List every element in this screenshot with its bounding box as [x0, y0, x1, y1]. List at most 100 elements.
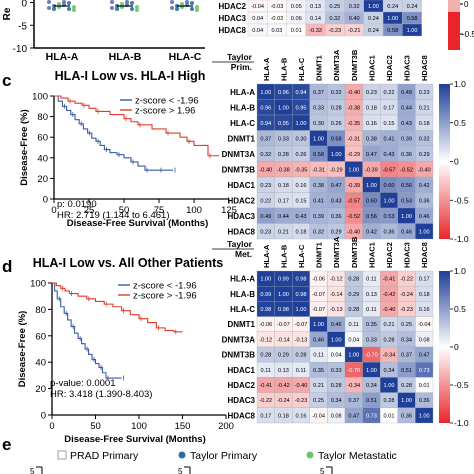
heatmap-cell-value: 0.24: [387, 4, 398, 10]
heatmap-cell-value: -0.12: [330, 277, 343, 283]
heatmap-row-label: HDAC8: [227, 411, 255, 420]
heatmap-cell-value: -0.14: [277, 337, 290, 343]
heatmap-cell-value: 0.34: [401, 337, 412, 343]
heatmap-cell-value: 0.21: [313, 383, 324, 389]
legend-marker: [306, 451, 314, 459]
heatmap-cell-value: -0.70: [347, 368, 360, 374]
colorbar-tick-label: -1.0: [454, 418, 469, 428]
colorbar-tick-label: 0.5: [454, 118, 466, 128]
heatmap-cell-value: -0.39: [347, 183, 360, 189]
panel-letter-e: e: [2, 435, 11, 454]
heatmap-cell-value: 0.24: [368, 16, 379, 22]
heatmap-cell-value: 0.44: [401, 105, 412, 111]
heatmap-cell-value: 0.11: [366, 277, 376, 283]
heatmap-cell-value: -0.23: [328, 28, 341, 34]
heatmap-cell-value: 0.37: [401, 353, 412, 359]
legend-marker: [178, 451, 186, 459]
heatmap-cell-value: 0.32: [260, 152, 271, 158]
data-point: [72, 5, 76, 9]
heatmap-cell-value: 0.56: [366, 214, 377, 220]
heatmap-cell-value: 0.51: [366, 398, 377, 404]
heatmap-cell-value: 0.47: [419, 353, 430, 359]
data-point: [175, 7, 179, 11]
heatmap-cell-value: 0.58: [387, 28, 398, 34]
heatmap-title: Taylor: [227, 239, 253, 249]
heatmap-row-label: HDAC8: [227, 227, 255, 236]
y-tick-label: -10: [13, 44, 28, 55]
data-point: [130, 7, 134, 11]
data-point: [62, 0, 66, 4]
survival-plot-d: 0 20 40 60 80 100 0 50 100 150 200 Disease-Free (%)…: [17, 279, 234, 446]
heatmap-cell-value: 0.98: [278, 307, 289, 313]
heatmap-cell-value: 0.04: [252, 28, 263, 34]
heatmap-cell-value: -0.38: [277, 167, 290, 173]
heatmap-cell-value: 0.16: [296, 183, 307, 189]
heatmap-cell-value: -0.03: [271, 4, 284, 10]
heatmap-row-label: HDAC3: [227, 212, 255, 221]
heatmap-cell-value: 0.36: [401, 152, 412, 158]
heatmap-cell-value: 0.26: [296, 152, 307, 158]
heatmap-cell-value: 0.28: [348, 277, 359, 283]
legend-label: z-score < -1.96: [135, 96, 199, 107]
data-point: [125, 0, 129, 4]
heatmap-cell-value: -0.40: [259, 167, 272, 173]
data-point: [135, 5, 139, 9]
heatmap-cell-value: 0.18: [419, 121, 430, 127]
x-tick-label: 0: [51, 205, 56, 216]
heatmap-cell-value: 0.28: [401, 383, 412, 389]
heatmap-cell-value: 0.41: [384, 136, 395, 142]
category-label: HLA-C: [169, 51, 202, 63]
colorbar-segment: [448, 0, 460, 50]
heatmap-cell-value: 0.30: [296, 136, 307, 142]
y-axis-label: Disease-Free (%): [19, 109, 30, 186]
heatmap-cell-value: 0.05: [291, 4, 302, 10]
heatmap-cell-value: 0.38: [366, 136, 377, 142]
heatmap-cell-value: 0.18: [278, 413, 289, 419]
heatmap-col-label: HDAC1: [367, 55, 376, 81]
heatmap-cell-value: 0.28: [260, 353, 271, 359]
heatmap-cell-value: 1.00: [313, 136, 324, 142]
heatmap-cell-value: 0.15: [296, 198, 307, 204]
heatmap-cell-value: 0.44: [278, 214, 289, 220]
heatmap-row-label: HDAC3: [227, 396, 255, 405]
heatmap-cell-value: 0.33: [278, 136, 289, 142]
heatmap-cell-value: -0.41: [259, 383, 272, 389]
heatmap-cell-value: 0.43: [296, 214, 307, 220]
heatmap-cell-value: 0.28: [348, 307, 359, 313]
heatmap-cell-value: 0.13: [278, 368, 289, 374]
heatmap-cell-value: 0.13: [310, 4, 321, 10]
legend-label: Taylor Metastatic: [318, 450, 397, 462]
heatmap-cell-value: -0.40: [295, 383, 308, 389]
heatmap-cell-value: 0.04: [252, 16, 263, 22]
partial-heatmap: HDAC2 -0.04 -0.03 0.05 0.13 0.25 0.32 1.00 0.24 0…: [218, 0, 474, 50]
panel-d-title: HLA-I Low vs. All Other Patients: [33, 256, 224, 270]
x-tick-label: 100: [131, 421, 147, 432]
heatmap-cell-value: -0.21: [348, 28, 361, 34]
heatmap-cell-value: 0.16: [296, 413, 307, 419]
heatmap-cell: [415, 223, 434, 240]
heatmap-cell-value: 0.23: [260, 229, 271, 235]
x-tick-label: 100: [186, 205, 202, 216]
heatmap-cell-value: 0.94: [296, 90, 307, 96]
data-point: [115, 7, 119, 11]
heatmap-cell-value: 0.32: [349, 4, 360, 10]
heatmap-cell-value: 1.00: [366, 368, 377, 374]
heatmap-cell-value: 0.32: [331, 90, 342, 96]
colorbar-tick-label: -0.5: [462, 30, 474, 39]
heatmap-cell-value: -0.31: [347, 136, 360, 142]
colorbar-tick-label: -1.0: [454, 234, 469, 244]
axis-stub-label: 5: [178, 467, 183, 474]
heatmap-cell-value: 0.18: [296, 229, 307, 235]
heatmap-cell-value: 0.29: [348, 292, 359, 298]
legend-label: z-score > 1.96: [135, 106, 195, 117]
data-point: [195, 8, 199, 12]
heatmap-cell-value: 0.29: [419, 152, 430, 158]
heatmap-row-label: HLA-A: [230, 275, 255, 284]
heatmap-cell-value: 0.60: [384, 183, 395, 189]
x-tick-label: 75: [154, 205, 165, 216]
heatmap-cell-value: -0.22: [400, 277, 413, 283]
y-tick-label: -5: [18, 21, 27, 32]
panel-e-axes-stub: 5 5 5: [30, 466, 333, 474]
data-point: [67, 7, 71, 11]
heatmap-cell-value: 1.00: [260, 277, 271, 283]
